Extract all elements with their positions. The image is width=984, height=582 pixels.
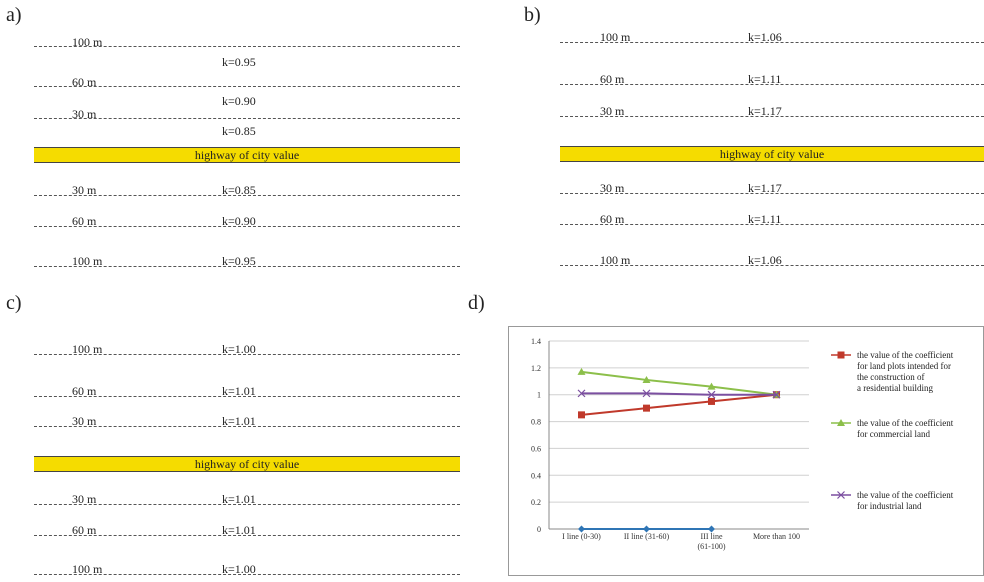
coefficient-label: k=0.90: [222, 94, 256, 108]
coefficient-label: k=1.17: [748, 181, 782, 195]
coefficient-label: k=1.06: [748, 30, 782, 44]
y-tick-label: 1.4: [531, 337, 541, 346]
legend-entry: the value of the coefficient for commerci…: [857, 418, 954, 439]
boundary-line: [34, 86, 460, 87]
coefficient-label: k=1.01: [222, 414, 256, 428]
data-point-marker: [708, 525, 715, 533]
legend-entry: the value of the coefficient for industri…: [857, 490, 954, 511]
coefficient-line-chart: 0 0.2 0.4 0.6 0.8 1 1.2 1.4 I line (0-30) II line…: [531, 337, 954, 551]
boundary-line: [34, 504, 460, 505]
data-point-marker: [837, 419, 845, 426]
boundary-line: [34, 266, 460, 267]
coefficient-label: k=0.85: [222, 183, 256, 197]
coefficient-label: k=1.01: [222, 384, 256, 398]
distance-label: 60 m: [600, 212, 625, 226]
boundary-line: [560, 265, 984, 266]
boundary-line: [560, 42, 984, 43]
boundary-line: [34, 46, 460, 47]
panel-b-label: b): [524, 4, 541, 26]
y-tick-label: 0.8: [531, 418, 541, 427]
data-point-marker: [642, 375, 651, 383]
data-point-marker: [577, 367, 586, 375]
series-line: [581, 392, 777, 396]
boundary-line: [34, 195, 460, 196]
coefficient-label: k=1.01: [222, 492, 256, 506]
y-tick-label: 1: [537, 391, 541, 400]
coefficient-label: k=1.00: [222, 562, 256, 576]
boundary-line: [34, 535, 460, 536]
y-tick-label: 0.2: [531, 498, 541, 507]
y-tick-label: 0.6: [531, 444, 541, 453]
coefficient-label: k=1.11: [748, 72, 782, 86]
highway-band: highway of city value: [34, 147, 460, 163]
coefficient-label: k=1.06: [748, 253, 782, 267]
coefficient-label: k=1.17: [748, 104, 782, 118]
boundary-line: [34, 354, 460, 355]
distance-label: 60 m: [600, 72, 625, 86]
distance-label: 30 m: [72, 492, 97, 506]
data-point-marker: [837, 351, 845, 359]
coefficient-label: k=1.01: [222, 523, 256, 537]
x-tick-label: III line (61-100): [698, 532, 726, 551]
boundary-line: [34, 226, 460, 227]
y-tick-label: 0.4: [531, 471, 541, 480]
legend-entry: the value of the coefficient for land plo…: [857, 350, 954, 393]
data-point-marker: [707, 382, 716, 390]
distance-label: 100 m: [72, 254, 103, 268]
distance-label: 100 m: [72, 35, 103, 49]
distance-label: 100 m: [72, 342, 103, 356]
data-point-marker: [577, 389, 586, 398]
data-point-marker: [578, 411, 585, 419]
distance-label: 100 m: [72, 562, 103, 576]
panel-a-label: a): [6, 4, 22, 26]
distance-label: 100 m: [600, 30, 631, 44]
coefficient-chart-frame: 0 0.2 0.4 0.6 0.8 1 1.2 1.4 I line (0-30) II line…: [508, 326, 984, 576]
coefficient-label: k=0.95: [222, 55, 256, 69]
coefficient-label: k=0.85: [222, 124, 256, 138]
distance-label: 30 m: [600, 104, 625, 118]
distance-label: 30 m: [72, 107, 97, 121]
data-point-marker: [578, 525, 585, 533]
coefficient-label: k=0.90: [222, 214, 256, 228]
y-tick-label: 0: [537, 525, 541, 534]
distance-label: 60 m: [72, 214, 97, 228]
coefficient-label: k=1.11: [748, 212, 782, 226]
data-point-marker: [772, 390, 781, 399]
distance-label: 30 m: [72, 183, 97, 197]
panel-d-label: d): [468, 292, 485, 314]
data-point-marker: [708, 397, 715, 405]
boundary-line: [560, 116, 984, 117]
distance-label: 30 m: [600, 181, 625, 195]
boundary-line: [34, 396, 460, 397]
coefficient-label: k=0.95: [222, 254, 256, 268]
distance-label: 100 m: [600, 253, 631, 267]
distance-label: 60 m: [72, 523, 97, 537]
boundary-line: [34, 118, 460, 119]
data-point-marker: [643, 404, 650, 412]
boundary-line: [560, 224, 984, 225]
x-tick-label: II line (31-60): [624, 532, 670, 541]
series-line: [581, 370, 777, 396]
data-point-marker: [642, 389, 651, 398]
y-tick-label: 1.2: [531, 364, 541, 373]
data-point-marker: [643, 525, 650, 533]
series-line: [581, 393, 777, 416]
distance-label: 60 m: [72, 384, 97, 398]
highway-band: highway of city value: [34, 456, 460, 472]
x-tick-label: More than 100: [753, 532, 800, 541]
data-point-marker: [707, 390, 716, 399]
boundary-line: [560, 193, 984, 194]
distance-label: 30 m: [72, 414, 97, 428]
boundary-line: [560, 84, 984, 85]
highway-band: highway of city value: [560, 146, 984, 162]
boundary-line: [34, 426, 460, 427]
coefficient-label: k=1.00: [222, 342, 256, 356]
data-point-marker: [837, 491, 845, 499]
distance-label: 60 m: [72, 75, 97, 89]
x-tick-label: I line (0-30): [562, 532, 601, 541]
panel-c-label: c): [6, 292, 22, 314]
boundary-line: [34, 574, 460, 575]
